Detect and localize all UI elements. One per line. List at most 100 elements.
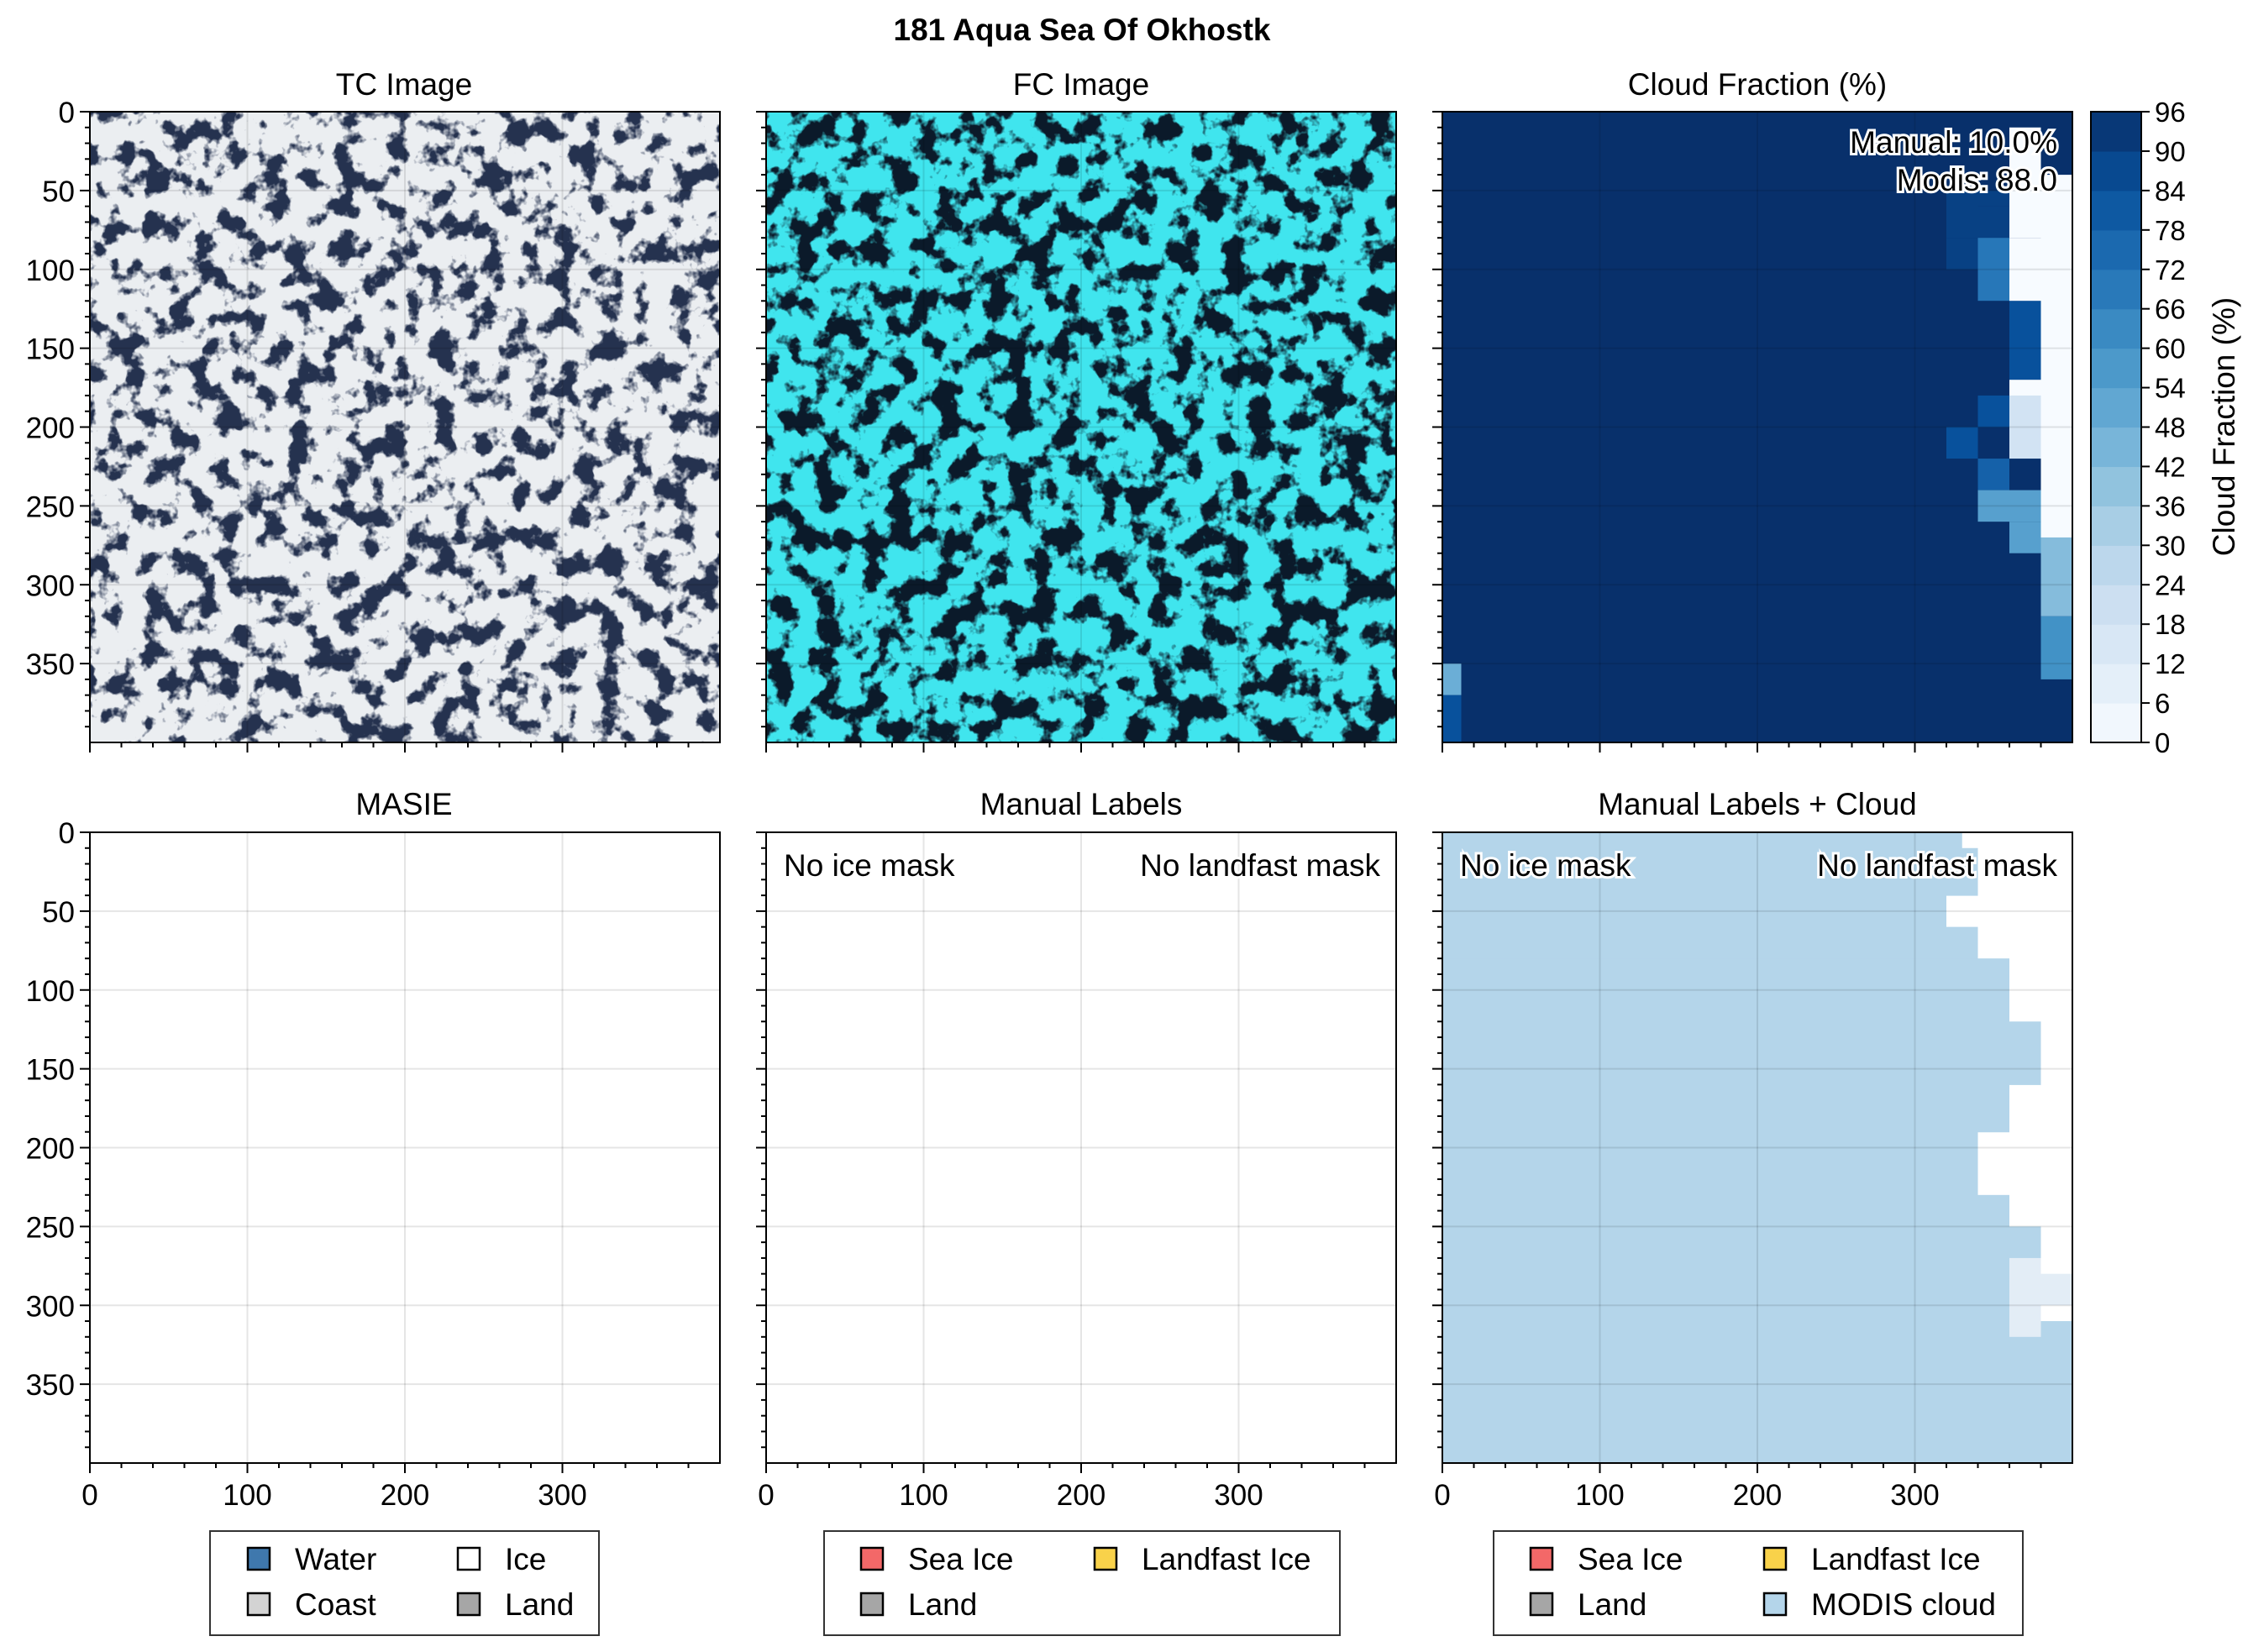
modis-cloud-region — [1442, 1021, 2041, 1085]
legend-swatch — [1093, 1546, 1118, 1571]
colorbar-tick-label: 42 — [2155, 451, 2186, 482]
modis-cloud-region — [1442, 847, 1978, 896]
x-tick-label: 100 — [899, 1479, 948, 1512]
y-tick-label: 0 — [59, 817, 75, 850]
no-ice-mask-label: No ice mask — [784, 848, 955, 883]
legend-label: Land — [1578, 1587, 1646, 1622]
colorbar-band — [2091, 506, 2141, 546]
modis-cloud-region — [1442, 958, 2009, 1022]
legend-label: Ice — [505, 1542, 546, 1576]
manual-labels-cloud-title: Manual Labels + Cloud — [1598, 787, 1917, 821]
colorbar-tick-label: 90 — [2155, 136, 2186, 167]
cloud-fraction-cell — [1977, 395, 2009, 427]
colorbar-tick-label: 72 — [2155, 254, 2186, 286]
modis-cloud-region — [1442, 1194, 2009, 1227]
manual-labels-title: Manual Labels — [980, 787, 1183, 821]
legend-label: MODIS cloud — [1811, 1587, 1996, 1622]
cloud-fraction-cell — [1442, 695, 1462, 742]
fc-image-texture — [766, 112, 1396, 742]
x-tick-label: 200 — [381, 1479, 429, 1512]
legend-box — [209, 1530, 600, 1636]
colorbar-tick-label: 0 — [2155, 727, 2170, 758]
legend-label: Landfast Ice — [1811, 1542, 1981, 1576]
cloud-fraction-cell — [1977, 238, 2009, 302]
y-tick-label: 200 — [26, 1133, 75, 1166]
cloud-fraction-cell — [1946, 238, 1978, 270]
x-tick-label: 300 — [1214, 1479, 1263, 1512]
y-tick-label: 0 — [59, 97, 75, 129]
modis-cloud-region — [1442, 1289, 2009, 1322]
manual-labels-panel — [766, 832, 1396, 1463]
legend-label: Landfast Ice — [1142, 1542, 1311, 1576]
no-landfast-mask-label: No landfast mask — [1140, 848, 1380, 883]
legend-label: Sea Ice — [908, 1542, 1013, 1576]
masie-panel — [90, 832, 720, 1463]
colorbar-band — [2091, 308, 2141, 349]
fc-image-title: FC Image — [1013, 67, 1149, 102]
colorbar-tick-label: 60 — [2155, 333, 2186, 364]
y-tick-label: 50 — [42, 176, 75, 208]
modis-cloud-region — [1442, 832, 1962, 849]
colorbar-band — [2091, 269, 2141, 310]
modis-cloud-region — [1442, 1257, 2009, 1290]
x-tick-label: 0 — [758, 1479, 774, 1512]
cloud-fraction-cell — [2009, 395, 2041, 459]
x-tick-label: 100 — [1575, 1479, 1624, 1512]
colorbar-band — [2091, 150, 2141, 191]
tc-image-title: TC Image — [336, 67, 472, 102]
colorbar-tick-label: 6 — [2155, 688, 2170, 719]
colorbar-band — [2091, 190, 2141, 231]
cloud-fraction-cell — [2009, 238, 2041, 302]
y-tick-label: 350 — [26, 1369, 75, 1402]
cloud-fraction-cell — [2009, 522, 2041, 553]
manual-labels-cloud-panel — [1442, 832, 2072, 1463]
tc-image-panel — [90, 112, 720, 742]
y-tick-label: 250 — [26, 490, 75, 523]
figure-title: 181 Aqua Sea Of Okhostk — [894, 13, 1271, 47]
colorbar-band — [2091, 387, 2141, 428]
no-landfast-mask-label-cloud: No landfast mask — [1817, 848, 2057, 883]
y-tick-label: 250 — [26, 1211, 75, 1244]
legend-label: Sea Ice — [1578, 1542, 1683, 1576]
cloud-fraction-frame — [1442, 111, 2073, 743]
colorbar-tick-label: 30 — [2155, 530, 2186, 561]
no-ice-mask-label-cloud: No ice mask — [1460, 848, 1631, 883]
y-tick-label: 50 — [42, 896, 75, 929]
colorbar-tick-label: 12 — [2155, 648, 2186, 679]
legend-box — [1493, 1530, 2024, 1636]
y-tick-label: 150 — [26, 1054, 75, 1087]
legend-swatch — [246, 1592, 271, 1617]
colorbar-band — [2091, 466, 2141, 506]
tc-image-frame — [89, 111, 721, 743]
cloud-fraction-cell — [1977, 190, 2009, 207]
legend-label: Land — [908, 1587, 977, 1622]
modis-cloud-light-patch — [2009, 1257, 2041, 1306]
colorbar-tick-label: 48 — [2155, 412, 2186, 443]
legend-swatch — [456, 1592, 481, 1617]
y-tick-label: 300 — [26, 569, 75, 602]
legend-swatch — [1762, 1546, 1788, 1571]
cloud-fraction-cell — [1977, 301, 2009, 349]
colorbar: 0 6 12 18 24 30 36 42 48 54 60 66 72 78 84 90 96 Cloud F… — [2090, 97, 2241, 758]
cloud-fraction-cell — [1977, 206, 2009, 239]
legend-swatch — [456, 1546, 481, 1571]
manual-labels-cloud-frame — [1442, 831, 2073, 1464]
colorbar-band — [2091, 703, 2141, 743]
colorbar-band — [2091, 112, 2141, 152]
masie-title: MASIE — [355, 787, 452, 821]
legend-swatch — [1529, 1592, 1554, 1617]
masie-background — [90, 832, 720, 1463]
cloud-fraction-cell — [1946, 190, 1978, 239]
x-tick-label: 300 — [1890, 1479, 1939, 1512]
y-tick-label: 300 — [26, 1290, 75, 1323]
cloud-fraction-cell — [2040, 175, 2072, 585]
cloud-fraction-panel — [1442, 112, 2072, 742]
colorbar-tick-label: 24 — [2155, 569, 2186, 600]
colorbar-tick-label: 84 — [2155, 176, 2186, 207]
modis-cloud-region — [1442, 1226, 2041, 1259]
x-tick-label: 0 — [1434, 1479, 1450, 1512]
fc-image-frame — [765, 111, 1397, 743]
colorbar-band — [2091, 348, 2141, 389]
y-tick-label: 200 — [26, 412, 75, 445]
x-tick-label: 0 — [81, 1479, 97, 1512]
